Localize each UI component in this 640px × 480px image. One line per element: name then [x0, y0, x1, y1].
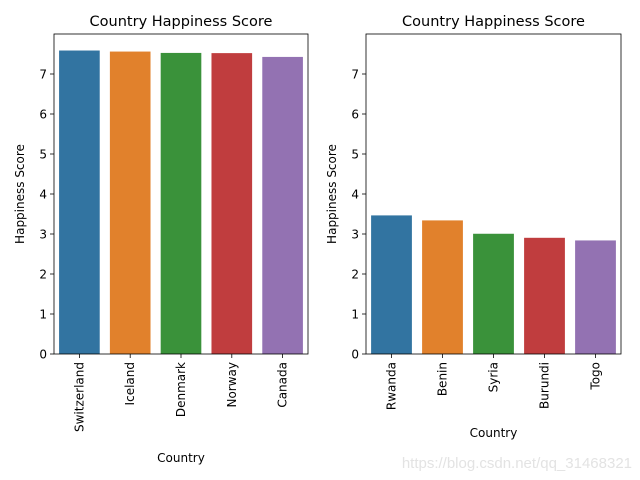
- x-tick-label: Canada: [276, 362, 290, 408]
- x-tick-label: Benin: [436, 362, 450, 396]
- y-axis-label: Happiness Score: [325, 144, 339, 244]
- y-tick-label: 7: [39, 68, 47, 82]
- x-tick-label: Iceland: [123, 362, 137, 405]
- x-tick-label: Burundi: [538, 362, 552, 409]
- bar-iceland: [109, 51, 151, 355]
- x-tick-label: Denmark: [174, 362, 188, 417]
- bar-togo: [575, 240, 616, 354]
- y-tick-label: 1: [39, 308, 47, 322]
- x-axis-label: Country: [157, 451, 205, 465]
- x-tick-label: Togo: [589, 362, 603, 391]
- y-tick-label: 5: [351, 148, 359, 162]
- chart-panel-2: Rwanda Benin Syria Burundi Togo 0 1 2 3 4 5 6 7 Count…: [325, 14, 622, 440]
- y-tick-label: 4: [39, 188, 47, 202]
- y-tick-label: 0: [351, 348, 359, 362]
- watermark: https://blog.csdn.net/qq_31468321: [402, 455, 632, 472]
- y-tick-label: 1: [351, 308, 359, 322]
- axes-frame: [53, 33, 309, 355]
- y-tick-label: 6: [39, 108, 47, 122]
- y-tick-label: 3: [351, 228, 359, 242]
- bar-norway: [211, 53, 253, 355]
- x-tick-label: Syria: [487, 362, 501, 392]
- bar-burundi: [524, 237, 565, 354]
- chart-title: Country Happiness Score: [90, 14, 273, 30]
- bar-canada: [262, 56, 303, 355]
- bar-denmark: [160, 52, 202, 355]
- y-tick-label: 3: [39, 228, 47, 242]
- y-tick-label: 7: [351, 68, 359, 82]
- chart-panel-1: Switzerland Iceland Denmark Norway Canada 0 1 2…: [13, 14, 309, 465]
- y-tick-label: 2: [39, 268, 47, 282]
- x-tick-label: Rwanda: [385, 362, 399, 410]
- y-tick-label: 4: [351, 188, 359, 202]
- bar-rwanda: [371, 215, 412, 354]
- chart-title: Country Happiness Score: [402, 14, 585, 30]
- x-axis-label: Country: [470, 426, 518, 440]
- bar-benin: [422, 220, 463, 354]
- y-tick-label: 5: [39, 148, 47, 162]
- x-tick-label: Norway: [225, 362, 239, 408]
- bar-syria: [473, 233, 514, 354]
- axes-frame: [365, 33, 622, 355]
- y-tick-label: 2: [351, 268, 359, 282]
- y-tick-label: 0: [39, 348, 47, 362]
- bar-switzerland: [59, 50, 100, 355]
- y-axis-label: Happiness Score: [13, 144, 27, 244]
- x-tick-label: Switzerland: [72, 362, 86, 432]
- y-tick-label: 6: [351, 108, 359, 122]
